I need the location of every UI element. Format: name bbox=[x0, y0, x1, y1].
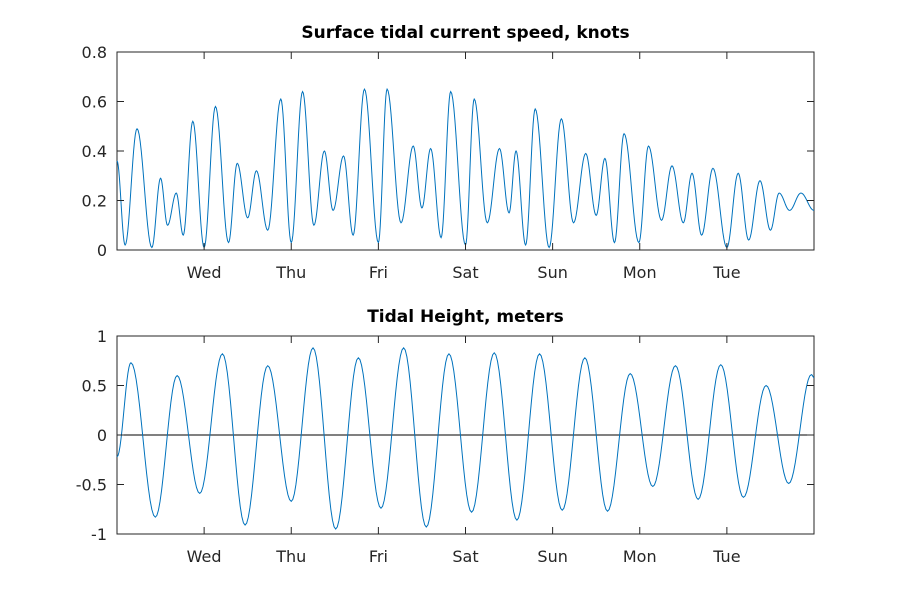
current-speed-x-tick-label: Tue bbox=[712, 263, 740, 282]
tidal-height-x-tick-label: Sun bbox=[537, 547, 567, 566]
tidal-height-y-tick-label: 1 bbox=[97, 327, 107, 346]
current-speed-y-tick-label: 0.2 bbox=[82, 192, 107, 211]
tidal-height-y-tick-label: 0.5 bbox=[82, 377, 107, 396]
current-speed-x-tick-label: Thu bbox=[275, 263, 306, 282]
current-speed-x-tick-label: Mon bbox=[623, 263, 657, 282]
current-speed-x-tick-label: Wed bbox=[187, 263, 222, 282]
tidal-height-x-tick-label: Thu bbox=[275, 547, 306, 566]
tidal-height-x-tick-label: Mon bbox=[623, 547, 657, 566]
tidal-height-series-line bbox=[116, 347, 815, 530]
tidal-height-chart-title: Tidal Height, meters bbox=[367, 307, 564, 327]
current-speed-chart: Surface tidal current speed, knots Wed Th… bbox=[82, 23, 815, 282]
current-speed-y-tick-label: 0.4 bbox=[82, 142, 107, 161]
tidal-height-chart: Tidal Height, meters Wed Thu Fri Sat Sun Mon T… bbox=[76, 307, 815, 566]
current-speed-y-tick-label: 0.6 bbox=[82, 93, 107, 112]
current-speed-y-tick-label: 0.8 bbox=[82, 43, 107, 62]
current-speed-y-tick-label: 0 bbox=[97, 241, 107, 260]
current-speed-plot-area bbox=[116, 51, 815, 251]
current-speed-series-line bbox=[116, 87, 815, 249]
current-speed-chart-title: Surface tidal current speed, knots bbox=[301, 23, 629, 43]
tidal-height-y-tick-label: -1 bbox=[91, 525, 107, 544]
tidal-height-x-tick-label: Wed bbox=[187, 547, 222, 566]
current-speed-x-tick-label: Sat bbox=[452, 263, 478, 282]
current-speed-x-tick-label: Fri bbox=[369, 263, 388, 282]
tidal-height-y-tick-label: -0.5 bbox=[76, 476, 107, 495]
tidal-height-y-tick-label: 0 bbox=[97, 426, 107, 445]
tidal-height-x-tick-label: Fri bbox=[369, 547, 388, 566]
tidal-height-x-tick-label: Sat bbox=[452, 547, 478, 566]
current-speed-x-tick-label: Sun bbox=[537, 263, 567, 282]
tidal-height-x-tick-label: Tue bbox=[712, 547, 740, 566]
